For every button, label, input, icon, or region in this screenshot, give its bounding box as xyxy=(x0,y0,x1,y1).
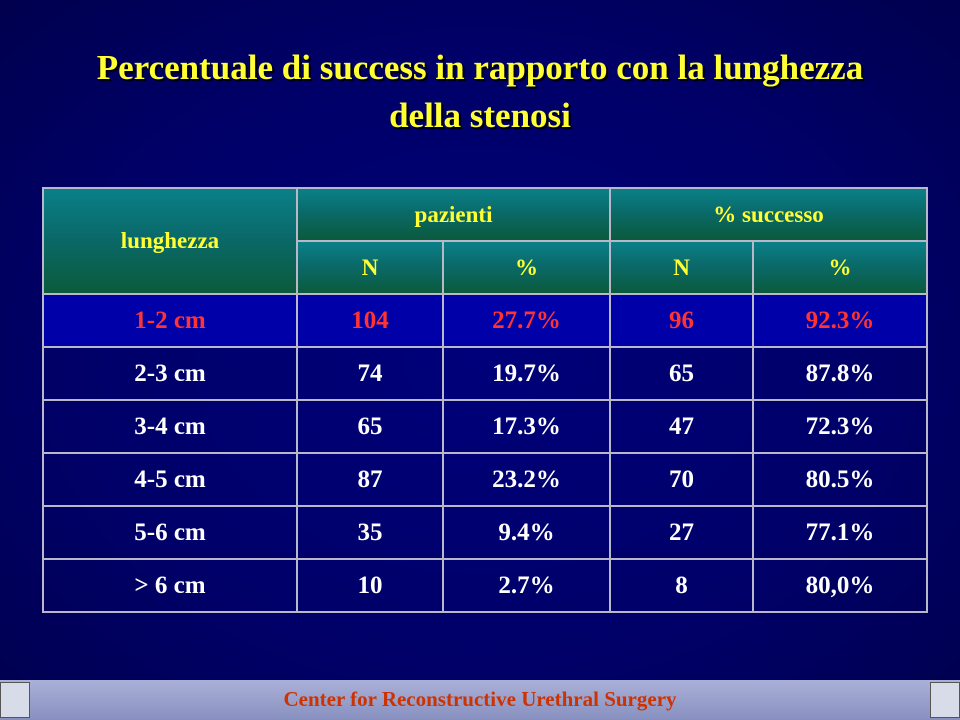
table-cell: 23.2% xyxy=(441,452,612,507)
table-cell: 96 xyxy=(609,293,755,348)
title-line: della stenosi xyxy=(389,96,571,135)
table-cell: 80,0% xyxy=(752,558,929,613)
table-body: 1-2 cm 104 27.7% 96 92.3% 2-3 cm 74 19.7% 65 87.8… xyxy=(42,293,929,613)
table-cell: 70 xyxy=(609,452,755,507)
table-cell: 74 xyxy=(296,346,444,401)
table-row: 3-4 cm 65 17.3% 47 72.3% xyxy=(42,399,929,454)
table-cell: 17.3% xyxy=(441,399,612,454)
header-cell: N xyxy=(296,240,444,295)
table-cell: 5-6 cm xyxy=(42,505,298,560)
table-cell: 2.7% xyxy=(441,558,612,613)
table-row: 4-5 cm 87 23.2% 70 80.5% xyxy=(42,452,929,507)
table-cell: 65 xyxy=(296,399,444,454)
table-cell: 87.8% xyxy=(752,346,929,401)
table-cell: 19.7% xyxy=(441,346,612,401)
header-cell: lunghezza xyxy=(42,187,298,295)
table-cell: 65 xyxy=(609,346,755,401)
table-cell: 27.7% xyxy=(441,293,612,348)
title-line: Percentuale di success in rapporto con l… xyxy=(96,48,864,87)
table-cell: 27 xyxy=(609,505,755,560)
data-table: lunghezza pazienti % successo N % N % 1-… xyxy=(42,187,929,613)
table-cell: > 6 cm xyxy=(42,558,298,613)
footer: Center for Reconstructive Urethral Surge… xyxy=(0,680,960,720)
logo xyxy=(930,682,960,718)
table-cell: 104 xyxy=(296,293,444,348)
table-cell: 9.4% xyxy=(441,505,612,560)
logo xyxy=(0,682,30,718)
table-cell: 72.3% xyxy=(752,399,929,454)
header-cell: N xyxy=(609,240,755,295)
header-cell: % xyxy=(441,240,612,295)
table-cell: 80.5% xyxy=(752,452,929,507)
table-cell: 1-2 cm xyxy=(42,293,298,348)
table-cell: 3-4 cm xyxy=(42,399,298,454)
header-cell: % successo xyxy=(609,187,929,242)
header-cell: pazienti xyxy=(295,187,612,242)
title: Percentuale di success in rapporto con l… xyxy=(0,44,960,140)
table-cell: 35 xyxy=(296,505,444,560)
table-cell: 47 xyxy=(609,399,755,454)
footer-text: Center for Reconstructive Urethral Surge… xyxy=(283,687,677,711)
table-row: > 6 cm 10 2.7% 8 80,0% xyxy=(42,558,929,613)
table-row: 2-3 cm 74 19.7% 65 87.8% xyxy=(42,346,929,401)
table-cell: 2-3 cm xyxy=(42,346,298,401)
table-row: 1-2 cm 104 27.7% 96 92.3% xyxy=(42,293,929,348)
table-cell: 4-5 cm xyxy=(42,452,298,507)
table-cell: 87 xyxy=(296,452,444,507)
table-cell: 92.3% xyxy=(752,293,929,348)
table-cell: 77.1% xyxy=(752,505,929,560)
table-row: 5-6 cm 35 9.4% 27 77.1% xyxy=(42,505,929,560)
table-cell: 8 xyxy=(609,558,755,613)
table-cell: 10 xyxy=(296,558,444,613)
header-cell: % xyxy=(752,240,929,295)
